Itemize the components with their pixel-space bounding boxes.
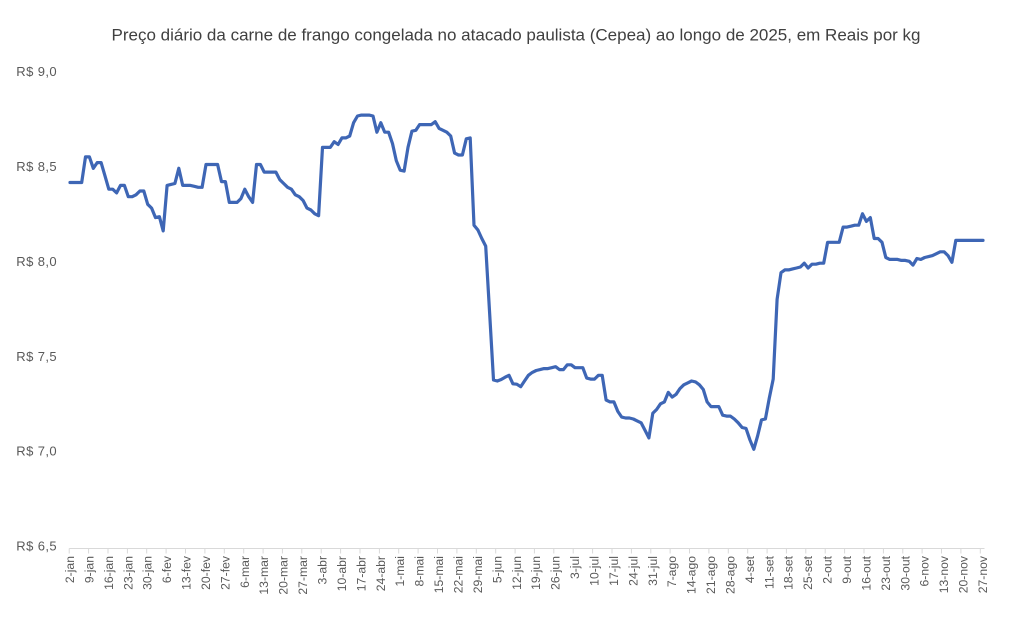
svg-text:1-mai: 1-mai (393, 556, 407, 586)
svg-text:13-mar: 13-mar (257, 556, 271, 595)
svg-text:28-ago: 28-ago (723, 556, 737, 594)
svg-text:13-nov: 13-nov (937, 555, 951, 593)
svg-text:21-ago: 21-ago (704, 556, 718, 594)
svg-text:16-jan: 16-jan (102, 556, 116, 590)
svg-text:27-nov: 27-nov (976, 555, 990, 593)
svg-text:15-mai: 15-mai (432, 556, 446, 593)
svg-text:20-nov: 20-nov (957, 555, 971, 593)
svg-text:5-jun: 5-jun (490, 556, 504, 583)
svg-text:R$ 8,0: R$ 8,0 (16, 254, 57, 269)
svg-text:6-fev: 6-fev (160, 555, 174, 583)
svg-text:30-jan: 30-jan (141, 556, 155, 590)
svg-text:17-jul: 17-jul (607, 556, 621, 586)
svg-text:10-abr: 10-abr (335, 556, 349, 591)
svg-text:27-fev: 27-fev (218, 555, 232, 590)
svg-text:24-abr: 24-abr (374, 556, 388, 591)
svg-text:25-set: 25-set (801, 555, 815, 589)
svg-text:3-abr: 3-abr (316, 556, 330, 584)
svg-text:R$ 7,5: R$ 7,5 (16, 349, 57, 364)
svg-text:24-jul: 24-jul (626, 556, 640, 586)
svg-text:6-mar: 6-mar (238, 556, 252, 588)
svg-text:29-mai: 29-mai (471, 556, 485, 593)
svg-text:2-out: 2-out (821, 555, 835, 583)
svg-text:4-set: 4-set (743, 555, 757, 583)
svg-text:16-out: 16-out (859, 555, 873, 590)
svg-text:30-out: 30-out (898, 555, 912, 590)
svg-text:6-nov: 6-nov (918, 555, 932, 586)
svg-text:22-mai: 22-mai (452, 556, 466, 593)
svg-text:12-jun: 12-jun (510, 556, 524, 590)
svg-text:19-jun: 19-jun (529, 556, 543, 590)
svg-text:20-fev: 20-fev (199, 555, 213, 590)
svg-text:7-ago: 7-ago (665, 556, 679, 587)
svg-text:3-jul: 3-jul (568, 556, 582, 579)
svg-text:2-jan: 2-jan (63, 556, 77, 583)
svg-text:26-jun: 26-jun (549, 556, 563, 590)
svg-text:10-jul: 10-jul (588, 556, 602, 586)
svg-text:9-out: 9-out (840, 555, 854, 583)
svg-text:20-mar: 20-mar (277, 556, 291, 595)
svg-text:31-jul: 31-jul (646, 556, 660, 586)
svg-text:23-out: 23-out (879, 555, 893, 590)
svg-text:R$ 9,0: R$ 9,0 (16, 64, 57, 79)
svg-text:R$ 7,0: R$ 7,0 (16, 444, 57, 459)
svg-text:23-jan: 23-jan (121, 556, 135, 590)
svg-text:27-mar: 27-mar (296, 556, 310, 595)
svg-text:17-abr: 17-abr (354, 556, 368, 591)
svg-text:8-mai: 8-mai (413, 556, 427, 586)
svg-text:9-jan: 9-jan (82, 556, 96, 583)
svg-text:R$ 6,5: R$ 6,5 (16, 539, 57, 554)
svg-text:11-set: 11-set (762, 555, 776, 589)
svg-text:R$ 8,5: R$ 8,5 (16, 159, 57, 174)
svg-text:Preço diário da carne de frang: Preço diário da carne de frango congelad… (112, 26, 921, 45)
svg-text:13-fev: 13-fev (180, 555, 194, 590)
svg-text:14-ago: 14-ago (685, 556, 699, 594)
svg-text:18-set: 18-set (782, 555, 796, 589)
